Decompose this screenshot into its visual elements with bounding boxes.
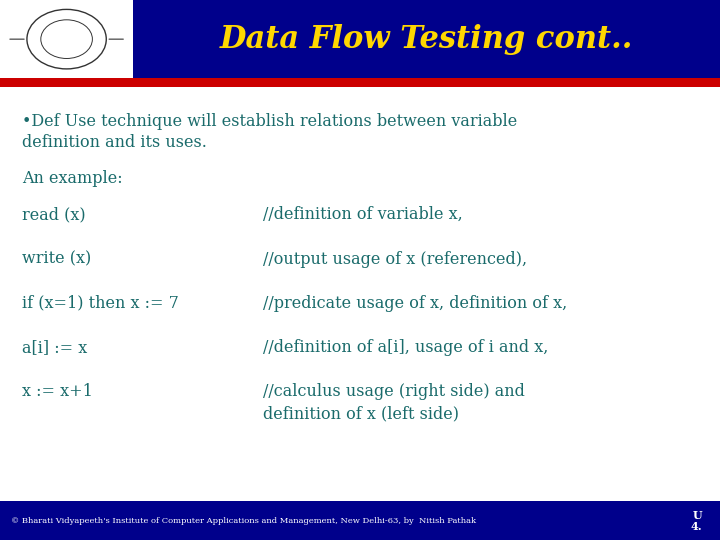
- Text: //definition of a[i], usage of i and x,: //definition of a[i], usage of i and x,: [263, 339, 548, 356]
- Text: x := x+1: x := x+1: [22, 383, 92, 400]
- Text: //definition of variable x,: //definition of variable x,: [263, 206, 462, 223]
- Text: if (x=1) then x := 7: if (x=1) then x := 7: [22, 295, 179, 312]
- Bar: [0, 0, 133, 78]
- Text: An example:: An example:: [22, 170, 122, 186]
- Text: © Bharati Vidyapeeth's Institute of Computer Applications and Management, New De: © Bharati Vidyapeeth's Institute of Comp…: [11, 517, 476, 524]
- Text: Data Flow Testing cont..: Data Flow Testing cont..: [220, 24, 634, 55]
- Text: //calculus usage (right side) and
definition of x (left side): //calculus usage (right side) and defini…: [263, 383, 525, 422]
- Bar: [0, 78, 720, 87]
- Text: a[i] := x: a[i] := x: [22, 339, 87, 356]
- Text: //predicate usage of x, definition of x,: //predicate usage of x, definition of x,: [263, 295, 567, 312]
- Bar: [0, 501, 720, 540]
- Text: U
4.: U 4.: [690, 510, 702, 531]
- Text: read (x): read (x): [22, 206, 85, 223]
- Text: write (x): write (x): [22, 251, 91, 267]
- Bar: [0, 0, 720, 78]
- Text: •Def Use technique will establish relations between variable
definition and its : •Def Use technique will establish relati…: [22, 113, 517, 151]
- Text: //output usage of x (referenced),: //output usage of x (referenced),: [263, 251, 527, 267]
